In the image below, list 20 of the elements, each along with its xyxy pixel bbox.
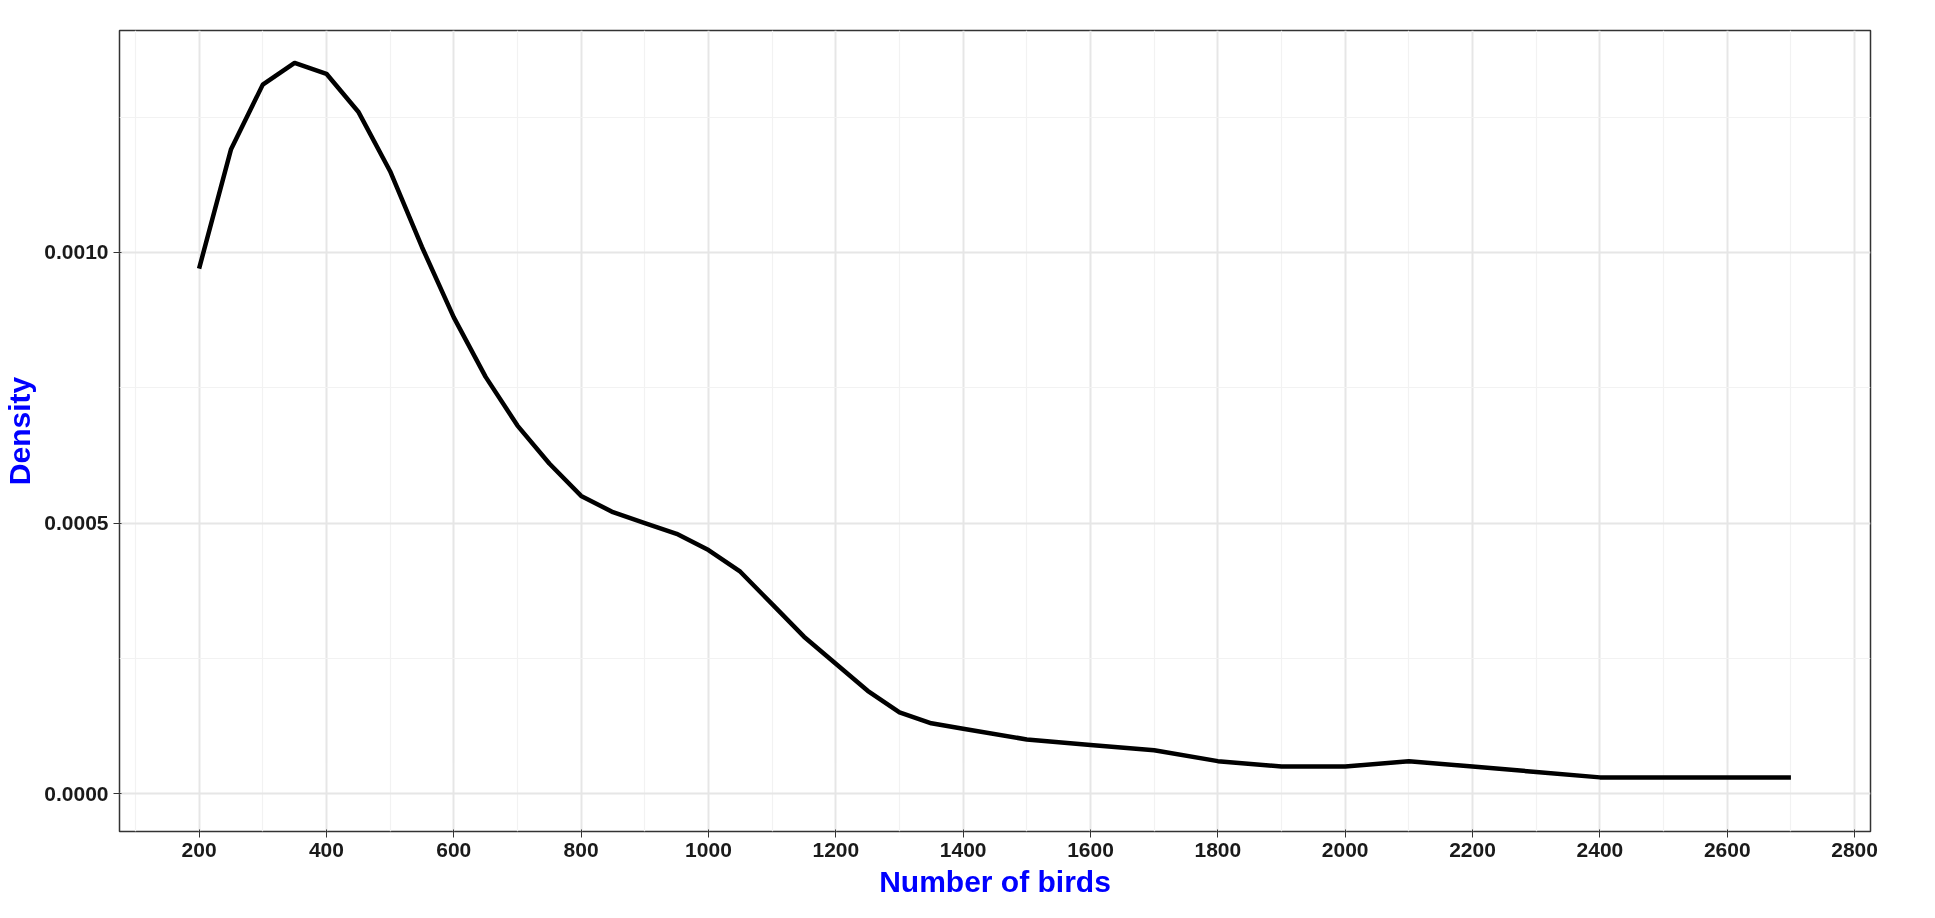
x-tick-label: 2600 [1703, 837, 1751, 861]
x-tick-label: 1200 [812, 837, 860, 861]
x-axis-title: Number of birds [879, 864, 1111, 898]
y-tick-label: 0.0010 [44, 240, 109, 264]
y-tick-label: 0.0000 [44, 781, 109, 805]
x-tick-label: 2000 [1321, 837, 1369, 861]
x-tick-label: 600 [436, 837, 472, 861]
y-tick-label: 0.0005 [44, 511, 109, 535]
x-tick-label: 1600 [1067, 837, 1114, 861]
x-tick-label: 1400 [939, 837, 987, 861]
x-tick-label: 1800 [1194, 837, 1242, 861]
x-tick-label: 2200 [1449, 837, 1496, 861]
y-axis-title: Density [3, 376, 37, 486]
x-tick-label: 1000 [685, 837, 732, 861]
line-series [196, 60, 1794, 780]
x-tick-label: 800 [563, 837, 599, 861]
x-tick-label: 2400 [1576, 837, 1624, 861]
x-tick-label: 400 [308, 837, 344, 861]
x-tick-label: 2800 [1831, 837, 1878, 861]
x-tick-label: 200 [181, 837, 217, 861]
